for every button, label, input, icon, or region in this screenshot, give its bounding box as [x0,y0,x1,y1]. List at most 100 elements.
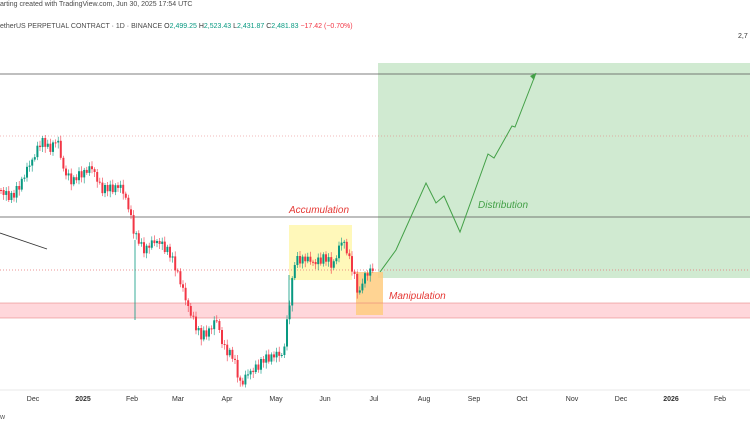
candle-body [369,268,372,276]
candle-body [140,242,143,244]
time-tick-label: Jun [319,396,330,403]
candle-body [124,193,127,198]
candle-body [130,209,132,216]
candle-body [239,377,242,381]
candle-body [252,370,255,373]
candle-body [26,166,28,178]
candle-body [254,364,257,373]
candle-body [213,320,216,330]
candle-body [234,358,236,360]
candle-body [325,254,327,262]
candle-body [135,233,138,235]
candle-body [187,300,190,306]
candle-body [179,271,182,285]
candle-body [356,274,359,293]
candle-body [343,241,346,243]
low-value: 2,431.87 [236,23,265,30]
candle-body [59,140,62,158]
candle-body [345,241,348,254]
candle-body [137,233,140,244]
candle-body [226,344,229,356]
candle-body [98,181,101,183]
candle-body [72,177,75,185]
candle-body [31,159,34,166]
candle-body [54,142,57,144]
distribution-zone [378,63,750,278]
candle-body [78,171,80,181]
candle-body [18,186,21,190]
time-tick-label: 2026 [663,396,679,403]
accumulation-box [289,225,352,280]
time-tick-label: 2025 [75,396,91,403]
time-tick-label: Dec [615,396,628,403]
candle-body [330,257,333,268]
candle-body [143,242,145,254]
time-tick-label: Sep [468,396,481,403]
candle-body [210,328,213,330]
manipulation-box [356,272,383,315]
candle-body [260,359,262,370]
candle-body [161,241,164,244]
high-label: H [198,23,204,30]
candle-body [309,256,312,262]
candle-body [70,173,73,185]
time-tick-label: Mar [172,396,185,403]
candle-body [286,319,288,347]
candle-body [111,184,114,193]
candle-body [296,256,299,266]
candle-body [65,168,67,176]
candle-body [244,374,247,385]
candle-body [327,257,330,262]
candle-body [247,374,249,376]
close-value: 2,481.83 [271,23,299,30]
candle-body [195,316,197,331]
candle-body [314,262,317,265]
trend-line [0,232,48,250]
candle-body [319,257,322,264]
candle-body [132,215,135,234]
candle-body [184,287,187,301]
candle-body [176,270,179,272]
candle-body [301,256,304,264]
candle-body [39,145,41,148]
candle-body [93,169,96,172]
candle-body [122,184,125,194]
candle-body [304,256,307,262]
zones-layer [0,63,750,318]
candle-body [171,256,174,258]
candle-body [106,185,109,192]
candle-body [322,254,325,264]
change-value: −17.42 (−0.70%) [300,23,353,30]
manipulation-label: Manipulation [389,291,446,302]
candle-body [257,364,260,370]
candle-body [75,177,78,181]
candle-body [270,354,273,362]
candle-body [119,184,122,188]
candle-body [348,253,351,257]
candle-body [299,256,301,264]
candle-body [20,178,23,190]
time-tick-label: Feb [714,396,726,403]
candle-body [353,271,356,274]
candle-body [361,283,364,291]
candle-body [80,171,83,178]
candle-body [5,191,8,195]
candle-body [33,157,36,160]
candle-body [46,143,49,147]
candle-body [267,354,270,362]
accumulation-label: Accumulation [288,205,349,216]
candle-body [57,140,60,143]
candle-body [340,242,343,246]
time-axis: Dec 2025 Feb Mar Apr May Jun Jul Aug Sep Oct Nov Dec… [0,389,750,403]
time-tick-label: Feb [126,396,138,403]
open-label: O [164,23,170,30]
candle-body [306,256,309,262]
candle-body [150,240,153,248]
time-tick-label: Nov [566,396,579,403]
candle-body [236,359,239,378]
candle-body [278,351,281,356]
candle-body [364,273,366,284]
candle-body [280,355,283,356]
candle-body [36,145,39,158]
